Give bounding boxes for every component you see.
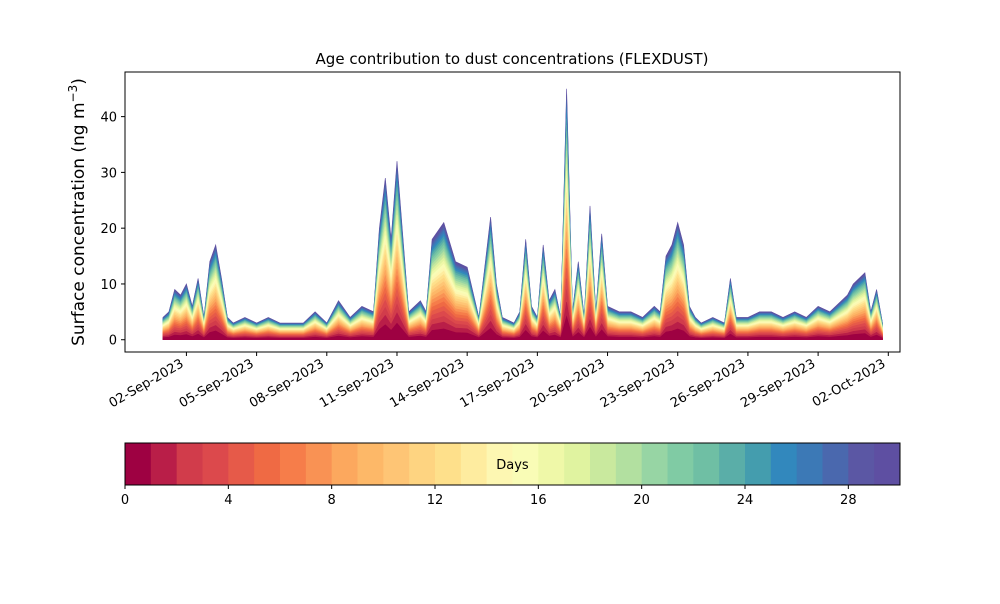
area-layer-day-0 [162, 315, 883, 340]
colorbar-segment [280, 443, 307, 485]
colorbar-tick-label: 28 [840, 493, 857, 508]
colorbar-segment [331, 443, 358, 485]
colorbar-segment [615, 443, 643, 485]
colorbar-segment [486, 443, 513, 485]
colorbar-tick-label: 12 [427, 493, 444, 508]
colorbar-segment [874, 443, 901, 485]
x-tick-label: 02-Sep-2023 [107, 356, 187, 411]
colorbar-segment [357, 443, 384, 485]
colorbar-segment [254, 443, 281, 485]
x-tick-label: 17-Sep-2023 [458, 356, 538, 411]
colorbar-segment [202, 443, 229, 485]
colorbar: 0 4 8 12 16 20 24 28 Days [121, 442, 901, 508]
x-tick-label: 26-Sep-2023 [668, 356, 748, 411]
y-tick-label: 30 [100, 166, 117, 181]
colorbar-segment [770, 443, 798, 485]
colorbar-segment [150, 443, 178, 485]
colorbar-segment [590, 443, 617, 485]
y-axis: 0 10 20 30 40 [100, 111, 125, 349]
y-axis-label: Surface concentration (ng m−3) [66, 78, 89, 346]
colorbar-frame [124, 442, 901, 486]
colorbar-segment [641, 443, 668, 485]
colorbar-segment [228, 443, 255, 485]
colorbar-segment [305, 443, 333, 485]
colorbar-segment [435, 443, 462, 485]
x-tick-label: 02-Oct-2023 [810, 356, 888, 410]
colorbar-segment [383, 443, 410, 485]
colorbar-segment [564, 443, 591, 485]
x-tick-label: 14-Sep-2023 [387, 356, 467, 411]
colorbar-segment [719, 443, 746, 485]
colorbar-segment [693, 443, 720, 485]
x-axis: 02-Sep-202305-Sep-202308-Sep-202311-Sep-… [107, 352, 889, 411]
x-tick-label: 20-Sep-2023 [528, 356, 608, 411]
colorbar-tick-label: 20 [633, 493, 650, 508]
y-tick-label: 20 [100, 222, 117, 237]
x-tick-label: 08-Sep-2023 [247, 356, 327, 411]
colorbar-segment [848, 443, 875, 485]
chart-title: Age contribution to dust concentrations … [316, 50, 709, 68]
colorbar-segment [667, 443, 694, 485]
colorbar-segment [822, 443, 849, 485]
y-tick-label: 0 [109, 334, 117, 349]
colorbar-label: Days [496, 458, 529, 473]
x-tick-label: 11-Sep-2023 [317, 356, 397, 411]
colorbar-tick-label: 16 [530, 493, 547, 508]
colorbar-segment [796, 443, 823, 485]
colorbar-segment [512, 443, 539, 485]
colorbar-segment [538, 443, 565, 485]
x-tick-label: 29-Sep-2023 [738, 356, 818, 411]
colorbar-tick-label: 8 [328, 493, 336, 508]
colorbar-segment [460, 443, 488, 485]
colorbar-tick-label: 4 [224, 493, 232, 508]
x-tick-label: 23-Sep-2023 [598, 356, 678, 411]
colorbar-tick-label: 24 [737, 493, 754, 508]
colorbar-segment [125, 443, 152, 485]
colorbar-segment [176, 443, 203, 485]
colorbar-segment [745, 443, 772, 485]
y-tick-label: 40 [100, 111, 117, 126]
area-layers [162, 88, 883, 340]
colorbar-tick-label: 0 [121, 493, 129, 508]
colorbar-segment [409, 443, 436, 485]
x-tick-label: 05-Sep-2023 [177, 356, 257, 411]
plot-frame [124, 71, 901, 353]
area-layer-day-1 [162, 301, 883, 340]
y-tick-label: 10 [100, 278, 117, 293]
